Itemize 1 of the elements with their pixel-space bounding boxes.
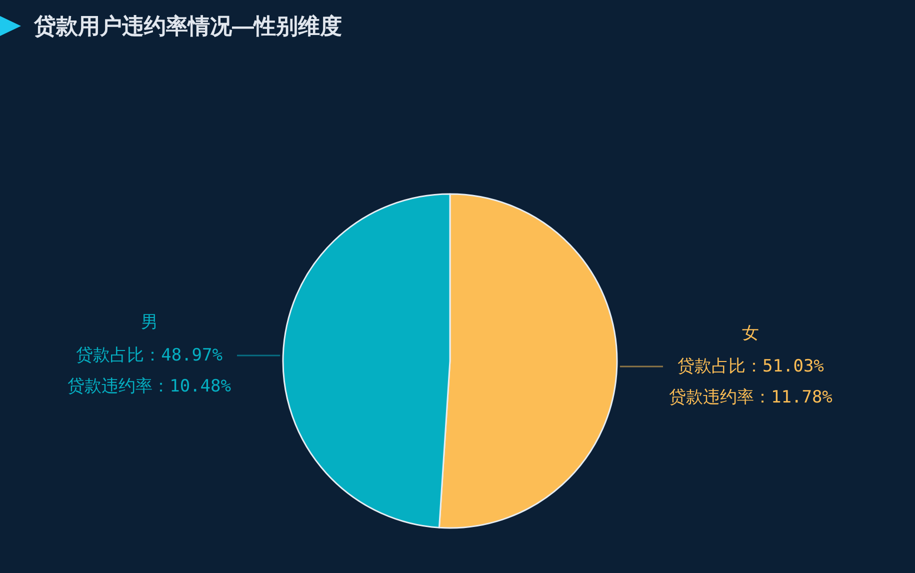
title: 贷款用户违约率情况—性别维度 — [34, 14, 342, 38]
